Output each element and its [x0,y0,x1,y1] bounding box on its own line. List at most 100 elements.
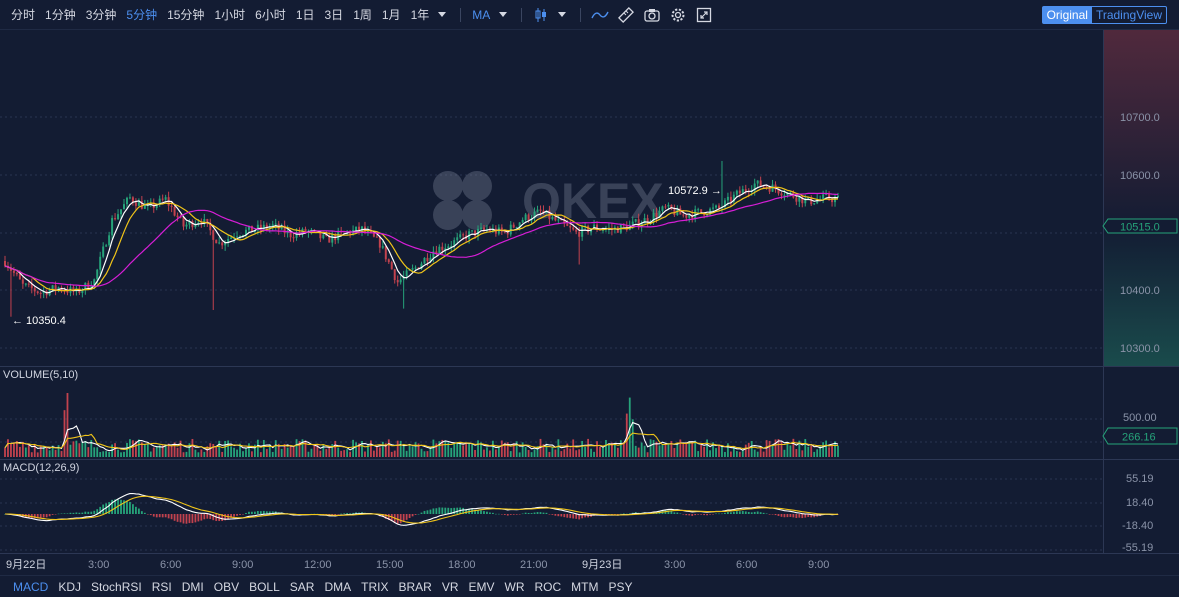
macd-histogram-bar [465,508,468,514]
interval-7[interactable]: 1日 [295,8,315,22]
candle-body [259,224,262,229]
indicator-tab-1[interactable]: KDJ [58,579,82,594]
indicator-tab-7[interactable]: SAR [289,579,315,594]
macd-histogram-bar [744,511,747,514]
macd-histogram-bar [259,511,262,514]
volume-bar [732,446,735,457]
indicator-tab-8[interactable]: DMA [324,579,352,594]
candle-body [268,226,271,229]
candle-body [280,225,283,230]
candle-body [310,229,313,231]
interval-5[interactable]: 1小时 [214,8,246,22]
volume-bar [500,440,503,457]
interval-4[interactable]: 15分钟 [167,8,205,22]
candle-body [182,217,185,227]
volume-bar [709,450,711,457]
macd-histogram-bar [120,499,122,514]
volume-bar [420,448,423,457]
macd-histogram-bar [265,511,268,514]
volume-bar [289,445,292,457]
interval-1[interactable]: 1分钟 [45,8,76,22]
volume-bar [4,447,6,457]
macd-histogram-bar [450,508,453,514]
volume-bar [765,440,768,457]
volume-bar [762,451,765,457]
interval-11[interactable]: 1年 [410,8,430,22]
candle-body [93,279,96,287]
price-chart[interactable]: OKEX 10700.0 10600.0 10400.0 10300.0 105… [0,30,1179,575]
indicator-caret[interactable] [499,12,508,17]
ruler-icon[interactable] [613,4,639,26]
macd-histogram-bar [578,514,581,520]
volume-bar [527,449,530,457]
indicator-tab-5[interactable]: OBV [213,579,240,594]
interval-8[interactable]: 3日 [324,8,344,22]
volume-current-label: 266.16 [1102,427,1178,445]
indicator-tab-10[interactable]: BRAR [398,579,432,594]
volume-bar [768,440,771,457]
interval-0[interactable]: 分时 [11,8,36,22]
volume-bar [370,440,372,457]
chart-type-caret[interactable] [558,12,567,17]
macd-histogram-bar [566,514,569,518]
fullscreen-icon[interactable] [691,4,717,26]
volume-bar [435,443,438,457]
view-original-button[interactable]: Original [1042,7,1092,23]
macd-histogram-bar [355,512,357,514]
volume-bar [283,444,286,457]
indicator-tab-6[interactable]: BOLL [249,579,280,594]
macd-histogram-bar [676,512,679,514]
interval-2[interactable]: 3分钟 [85,8,117,22]
macd-histogram-bar [557,514,560,517]
volume-bar [492,440,494,457]
camera-icon[interactable] [639,4,665,26]
indicator-tab-4[interactable]: DMI [181,579,204,594]
candle-body [236,236,239,238]
indicator-tab-13[interactable]: WR [504,579,525,594]
volume-bar [319,450,322,457]
volume-bar [506,442,509,457]
interval-6[interactable]: 6小时 [255,8,286,22]
view-tradingview-button[interactable]: TradingView [1095,8,1162,22]
interval-10[interactable]: 1月 [381,8,401,22]
volume-bar [191,438,194,457]
indicator-tab-12[interactable]: EMV [468,579,495,594]
okex-watermark: OKEX [433,171,664,230]
macd-tick: -55.19 [1122,542,1153,554]
macd-histogram-bar [530,513,533,514]
candle-body [176,215,179,218]
candle-body [706,214,709,216]
volume-title: VOLUME(5,10) [3,369,78,381]
volume-bar [340,450,343,457]
volume-bar [310,448,313,457]
interval-9[interactable]: 1周 [353,8,372,22]
settings-gear-icon[interactable] [665,4,691,26]
volume-bar [176,447,179,457]
macd-histogram-bar [539,512,542,514]
indicator-tab-15[interactable]: MTM [571,579,599,594]
volume-bar [682,442,685,457]
volume-bar [328,447,331,457]
indicator-tab-9[interactable]: TRIX [361,579,389,594]
interval-3[interactable]: 5分钟 [126,8,158,22]
macd-histogram-bar [700,514,703,515]
indicator-tab-2[interactable]: StochRSI [91,579,142,594]
volume-bar [200,449,203,457]
indicator-select[interactable]: MA [472,7,491,22]
indicator-tab-16[interactable]: PSY [608,579,633,594]
time-tick: 12:00 [304,559,332,571]
indicator-tab-14[interactable]: ROC [534,579,562,594]
indicator-tab-3[interactable]: RSI [151,579,172,594]
trend-line-icon[interactable] [587,4,613,26]
indicator-tab-0[interactable]: MACD [13,579,49,594]
more-intervals-caret[interactable] [438,12,447,17]
indicator-tab-11[interactable]: VR [441,579,459,594]
macd-histogram-bar [200,514,203,521]
volume-bar [429,446,432,457]
candle-body [134,202,137,206]
volume-bar [789,445,792,457]
candle-body [700,209,703,213]
candlestick-type-icon[interactable] [528,4,554,26]
volume-bar [712,442,714,457]
macd-histogram-bar [673,512,676,514]
